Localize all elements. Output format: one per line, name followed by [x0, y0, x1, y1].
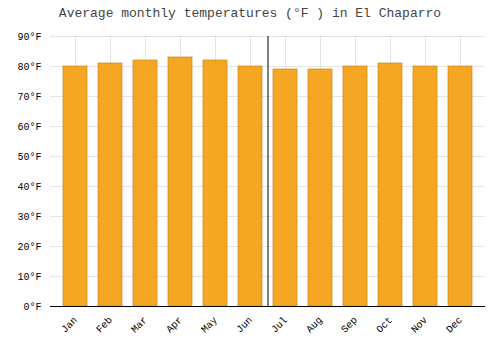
svg-text:May: May [199, 315, 220, 336]
svg-text:40°F: 40°F [17, 182, 41, 193]
html-text:Average monthly temperatures (: Average monthly temperatures (°F ) in El… [58, 6, 442, 21]
svg-text:Jun: Jun [234, 315, 255, 336]
svg-text:Aug: Aug [304, 315, 325, 336]
svg-text:60°F: 60°F [17, 122, 41, 133]
svg-text:Nov: Nov [409, 315, 430, 336]
svg-text:50°F: 50°F [17, 152, 41, 163]
svg-text:Oct: Oct [374, 315, 395, 336]
svg-text:Feb: Feb [94, 315, 115, 336]
svg-text:Dec: Dec [444, 315, 465, 336]
svg-text:80°F: 80°F [17, 62, 41, 73]
svg-text:10°F: 10°F [17, 272, 41, 283]
svg-text:90°F: 90°F [17, 32, 41, 43]
svg-text:Apr: Apr [164, 315, 185, 336]
svg-text:30°F: 30°F [17, 212, 41, 223]
svg-text:70°F: 70°F [17, 92, 41, 103]
svg-text:Jan: Jan [59, 315, 80, 336]
svg-text:Mar: Mar [129, 315, 150, 336]
svg-text:Sep: Sep [339, 315, 360, 336]
svg-text:20°F: 20°F [17, 242, 41, 253]
svg-text:Jul: Jul [269, 315, 290, 336]
svg-text:0°F: 0°F [23, 302, 41, 313]
